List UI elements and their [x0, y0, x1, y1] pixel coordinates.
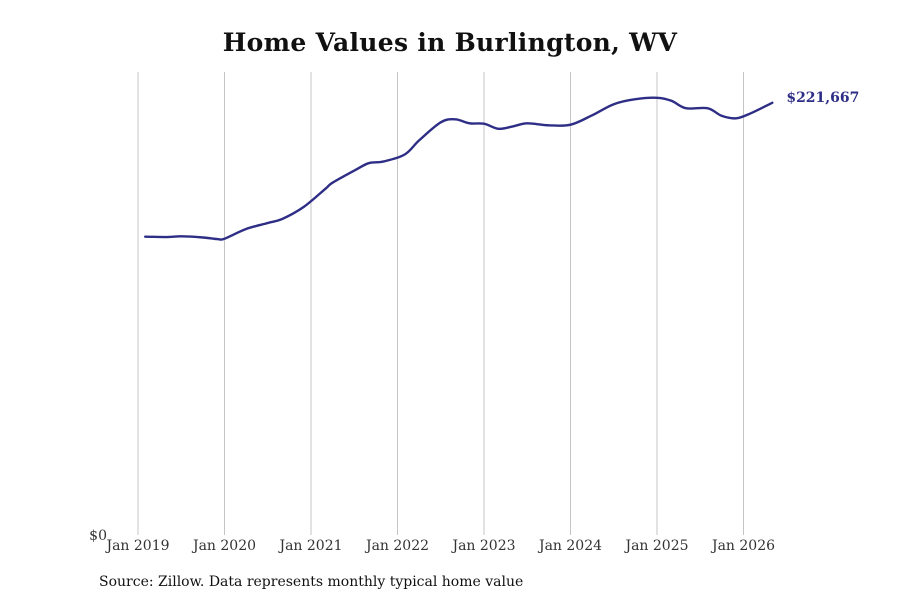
x-tick-label: Jan 2023	[450, 538, 515, 554]
source-note: Source: Zillow. Data represents monthly …	[99, 574, 524, 590]
x-tick-label: Jan 2021	[277, 538, 342, 554]
x-tick-label: Jan 2024	[537, 538, 602, 554]
x-tick-label: Jan 2025	[623, 538, 688, 554]
x-tick-label: Jan 2026	[710, 538, 775, 554]
x-tick-label: Jan 2020	[191, 538, 256, 554]
x-axis: Jan 2019 Jan 2020 Jan 2021 Jan 2022 Jan 2023…	[104, 538, 775, 554]
chart-title: Home Values in Burlington, WV	[222, 28, 678, 57]
y-tick-label: $0	[89, 528, 107, 544]
latest-value-label: $221,667	[786, 90, 859, 106]
x-tick-label: Jan 2022	[364, 538, 429, 554]
x-tick-label: Jan 2019	[104, 538, 169, 554]
gridlines	[137, 72, 744, 535]
home-value-line	[144, 96, 774, 241]
